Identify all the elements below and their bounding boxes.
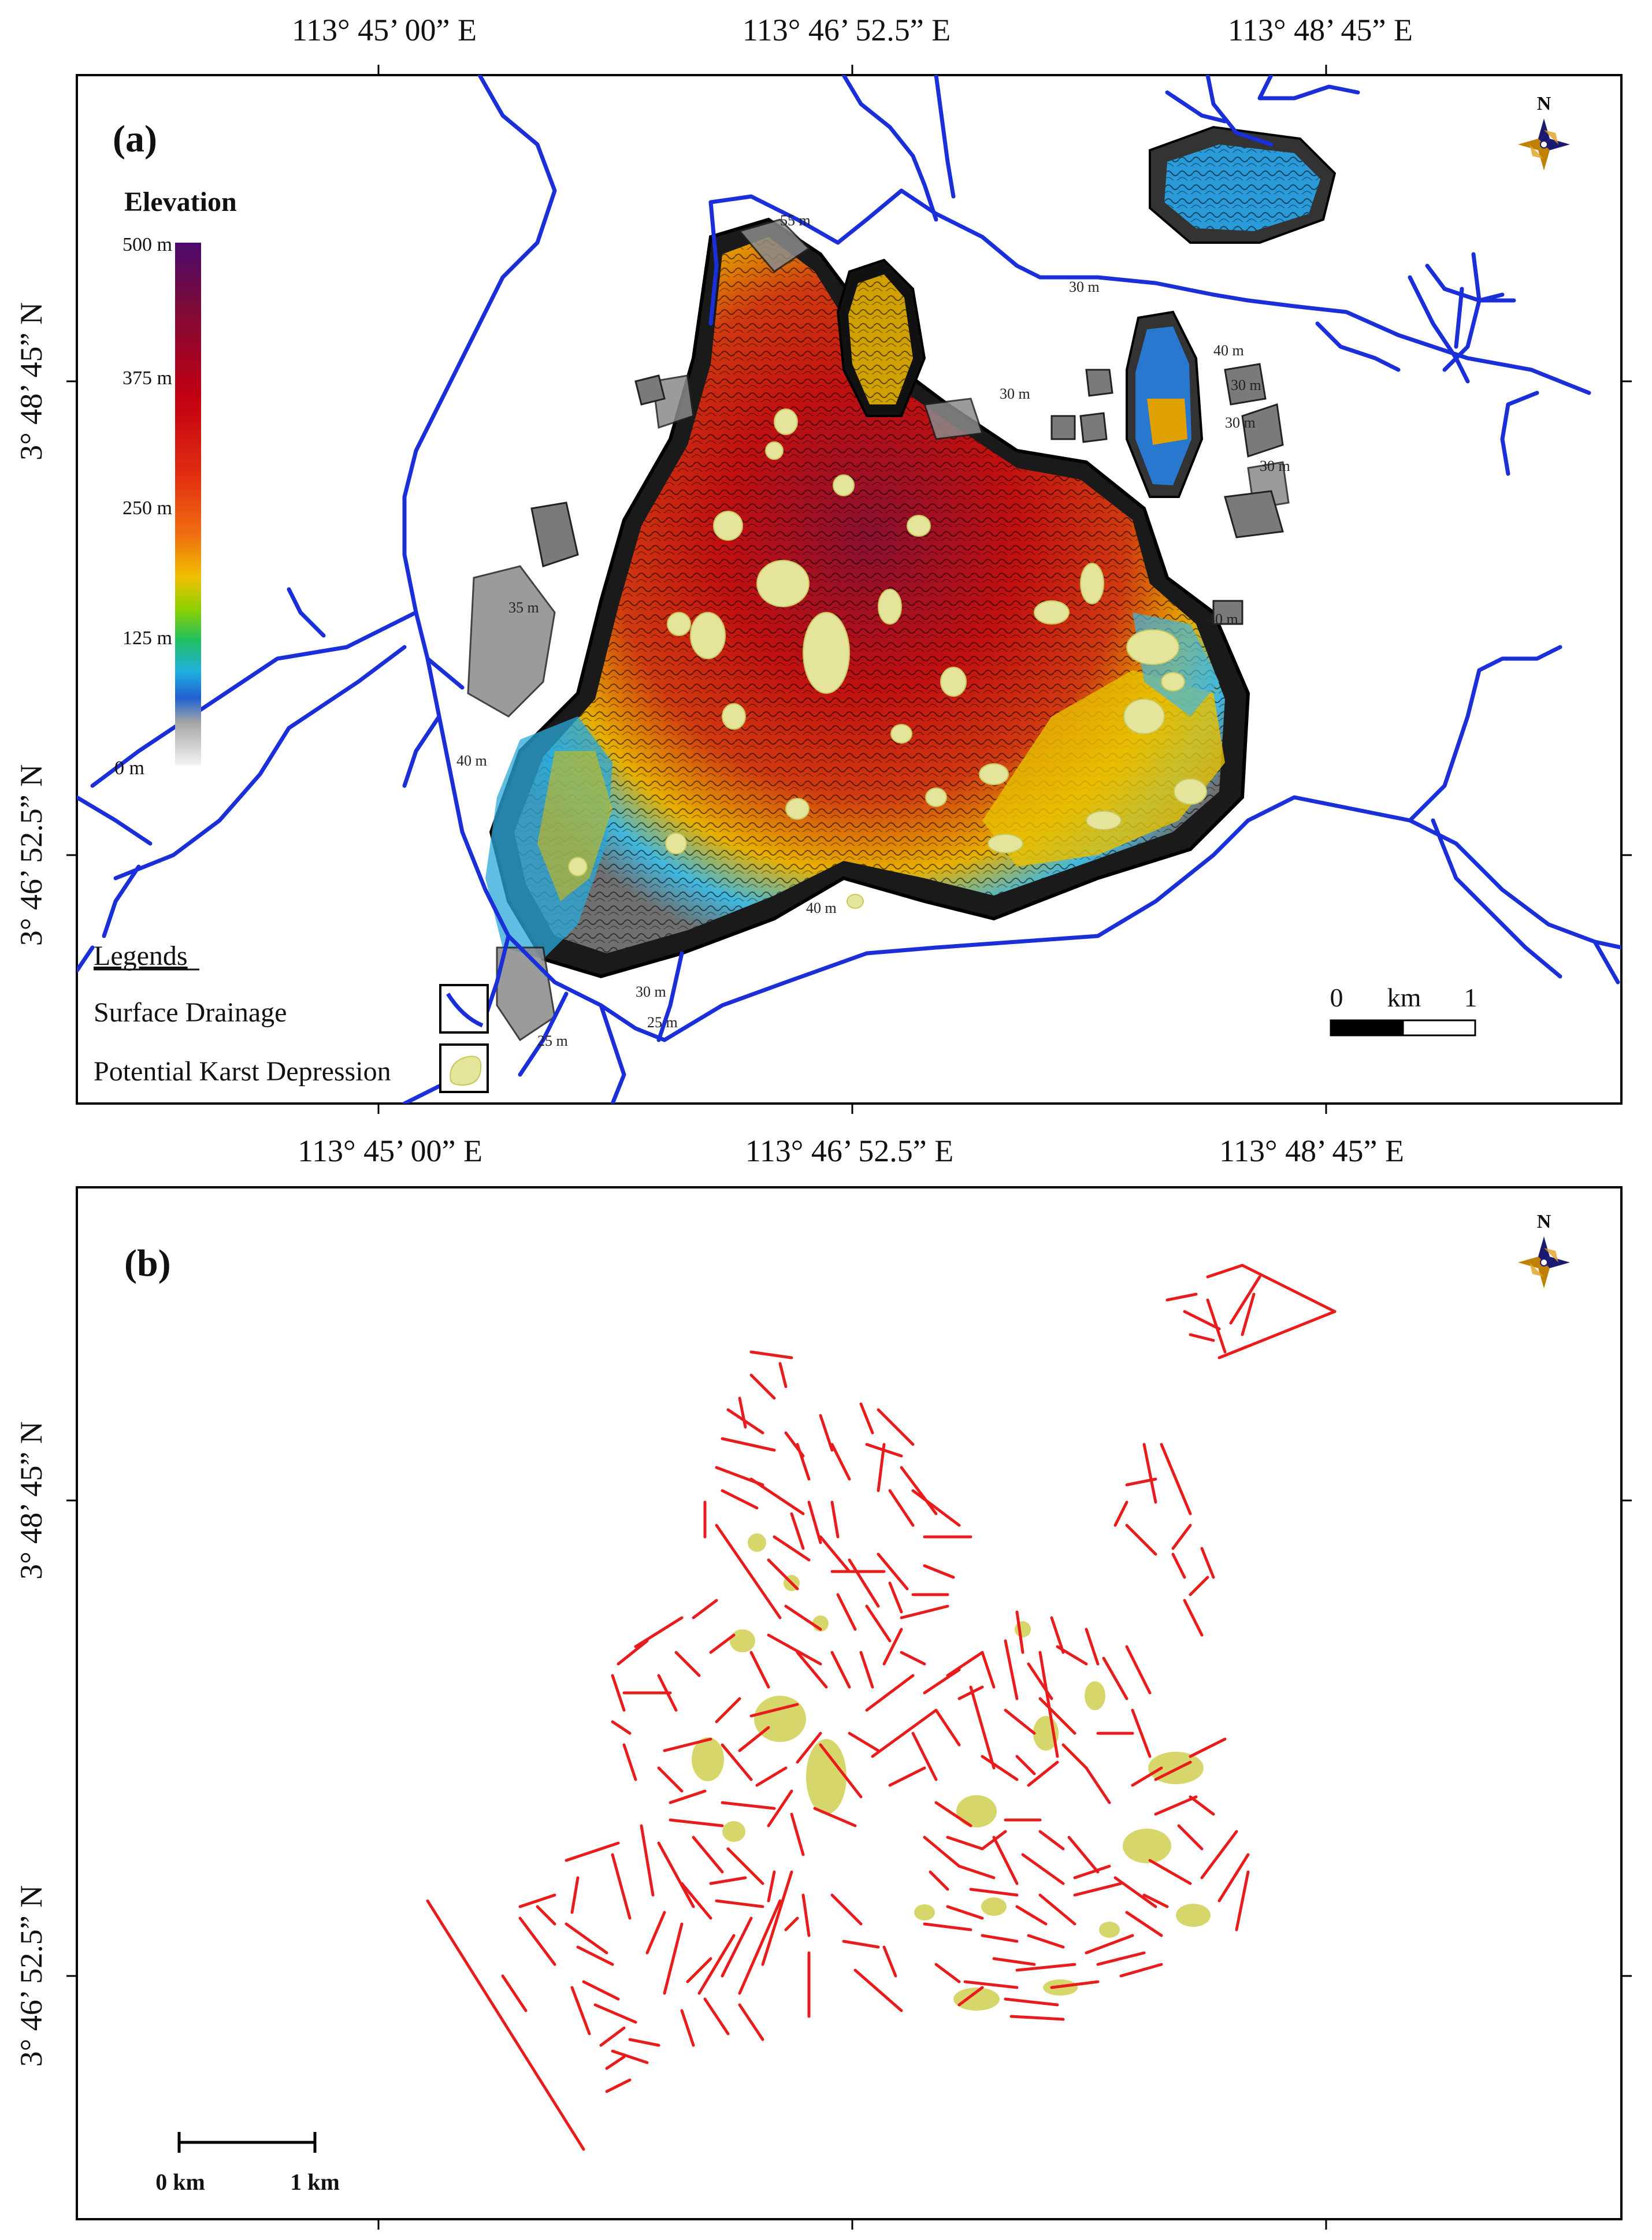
karst-depression-icon: [439, 1043, 489, 1093]
contour-label: 30 m: [636, 983, 666, 1000]
scale-label-zero: 0: [1330, 983, 1343, 1012]
latitude-label: 3° 48’ 45” N: [14, 1421, 49, 1580]
panel-b-label: (b): [124, 1242, 171, 1284]
elevation-tick-label: 250 m: [122, 497, 172, 519]
elevation-tick-label: 500 m: [122, 234, 172, 255]
elevation-tick-label: 375 m: [122, 367, 172, 389]
elevation-tick-label: 125 m: [122, 627, 172, 649]
contour-labels: 55 m 30 m 40 m 30 m 30 m 30 m 35 m 40 m …: [456, 212, 1290, 1049]
longitude-label: 113° 45’ 00” E: [298, 1134, 482, 1168]
contour-label: 40 m: [456, 752, 487, 769]
scale-label-zero: 0 km: [155, 2169, 205, 2195]
panel-a-longitude-top: 113° 45’ 00” E 113° 46’ 52.5” E 113° 48’…: [292, 13, 1413, 47]
panel-a-label: (a): [113, 118, 157, 160]
latitude-label: 3° 48’ 45” N: [14, 302, 49, 460]
elevation-tick-label: 0 m: [114, 757, 144, 779]
drainage-line-icon: [439, 984, 489, 1034]
contour-label: 55 m: [780, 212, 811, 229]
north-arrow-b: N: [1518, 1211, 1570, 1288]
contour-label: 30 m: [1225, 414, 1256, 431]
contour-label: 40 m: [806, 900, 837, 916]
elevation-legend-title: Elevation: [124, 187, 237, 217]
compass-rose-icon: [1518, 118, 1570, 170]
contour-label: 30 m: [1069, 278, 1100, 295]
panel-a-elevation-map: 55 m 30 m 40 m 30 m 30 m 30 m 35 m 40 m …: [14, 13, 1632, 1168]
contour-label: 40 m: [1208, 611, 1238, 627]
north-arrow-label: N: [1537, 93, 1551, 114]
map-legend: Legends Surface Drainage Potential Karst…: [94, 941, 489, 1093]
panel-b-lineament-map: (b) 3° 48’ 45” N 3° 46’ 52.5” N N 0 km: [14, 1186, 1632, 2230]
panel-a-longitude-bottom: 113° 45’ 00” E 113° 46’ 52.5” E 113° 48’…: [298, 1134, 1404, 1168]
compass-rose-icon: [1518, 1236, 1570, 1288]
legend-item-karst-depression: Potential Karst Depression: [94, 1056, 391, 1087]
scale-label-one: 1 km: [290, 2169, 340, 2195]
legend-item-surface-drainage: Surface Drainage: [94, 997, 287, 1028]
contour-label: 25 m: [537, 1032, 568, 1049]
contour-label: 35 m: [508, 599, 539, 616]
scale-label-one: 1: [1464, 983, 1477, 1012]
latitude-label: 3° 46’ 52.5” N: [14, 1885, 49, 2067]
legend-heading: Legends: [94, 941, 188, 971]
panel-b-latitude: 3° 48’ 45” N 3° 46’ 52.5” N: [14, 1421, 49, 2067]
longitude-label: 113° 46’ 52.5” E: [743, 13, 951, 47]
surface-drainage-network: [77, 75, 1621, 1104]
north-arrow-label: N: [1537, 1211, 1551, 1232]
contour-label: 30 m: [1260, 458, 1290, 474]
latitude-label: 3° 46’ 52.5” N: [14, 764, 49, 946]
contour-label: 25 m: [647, 1014, 678, 1031]
panel-a-latitude: 3° 48’ 45” N 3° 46’ 52.5” N: [14, 302, 49, 946]
longitude-label: 113° 46’ 52.5” E: [745, 1134, 954, 1168]
lineaments: [426, 1264, 1337, 2151]
panel-a-ticks: [66, 65, 1632, 1114]
contour-label: 40 m: [1213, 342, 1244, 359]
contour-label: 30 m: [1000, 385, 1030, 402]
longitude-label: 113° 48’ 45” E: [1219, 1134, 1404, 1168]
contour-label: 30 m: [1231, 377, 1261, 393]
scale-bar-b: 0 km 1 km: [155, 2132, 340, 2195]
longitude-label: 113° 48’ 45” E: [1228, 13, 1413, 47]
longitude-label: 113° 45’ 00” E: [292, 13, 477, 47]
elevation-terrain: [467, 125, 1337, 1042]
north-arrow-a: N: [1518, 93, 1570, 170]
elevation-legend: Elevation 500 m 375 m 250 m 125 m 0 m: [114, 187, 237, 779]
scale-label-unit: km: [1387, 983, 1421, 1012]
scale-bar-a: 0 km 1: [1330, 983, 1477, 1037]
elevation-color-ramp: [175, 243, 201, 766]
panel-b-frame: [76, 1186, 1623, 2220]
karst-depressions-a: [568, 408, 1207, 909]
panel-b-ticks: [66, 1499, 1632, 2230]
